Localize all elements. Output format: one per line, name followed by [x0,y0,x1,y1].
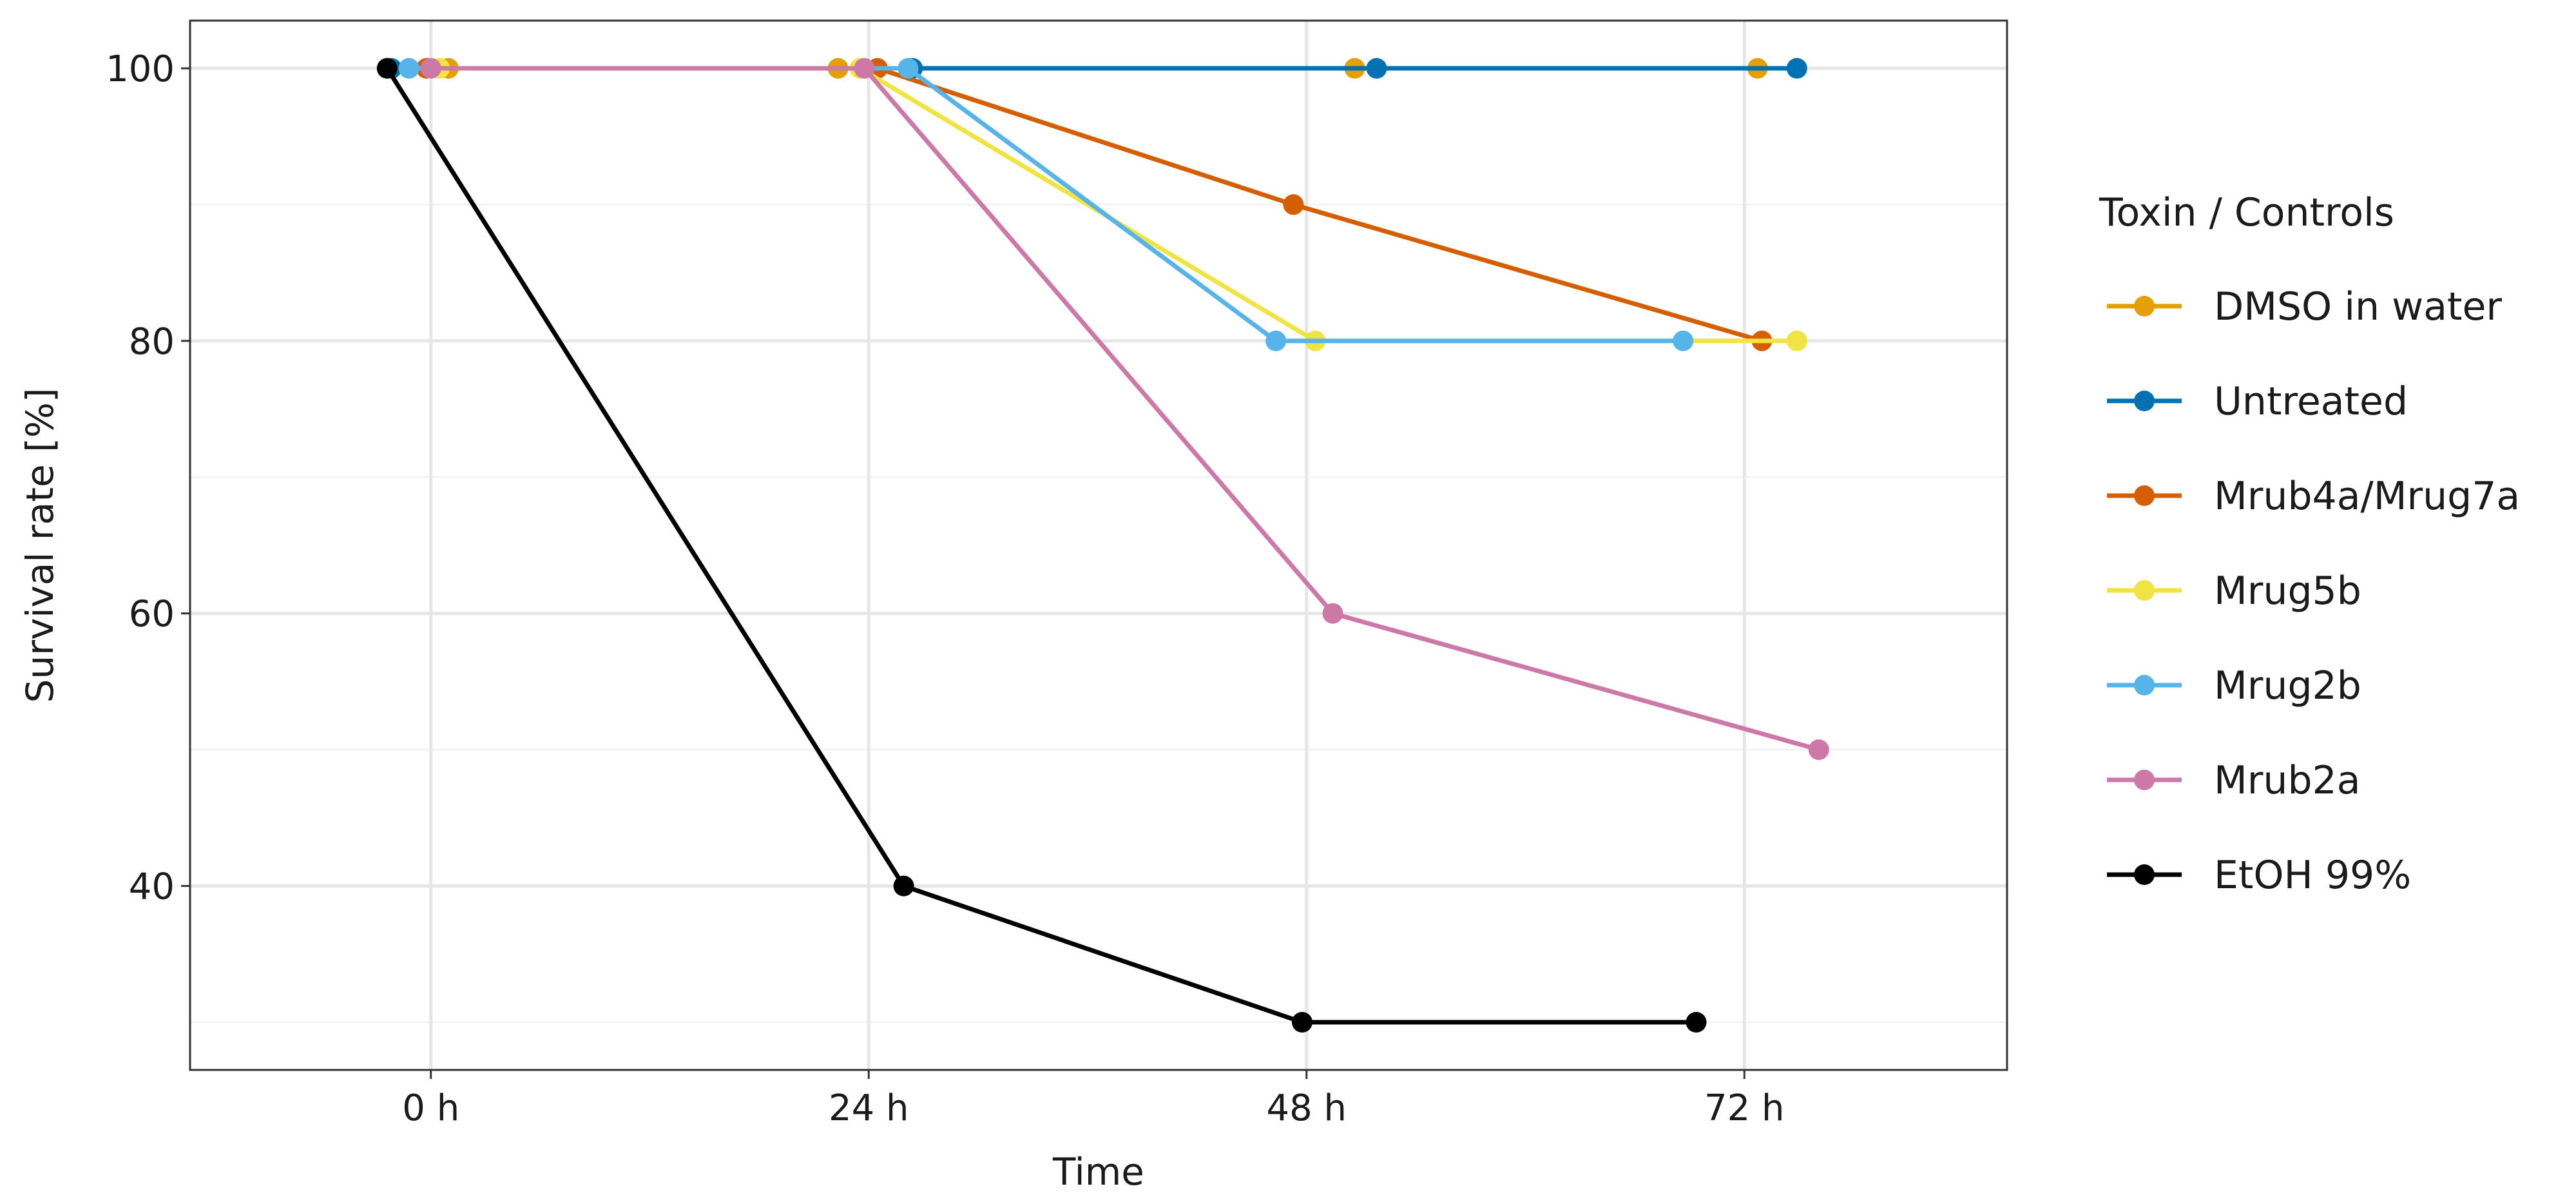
plot-panel [190,21,2007,1070]
x-tick-label: 0 h [402,1087,459,1129]
data-point-mrub2a [1322,603,1343,624]
plot-border [189,19,2008,1071]
series-group [376,58,1829,1033]
legend-key-point [2134,580,2155,601]
data-point-etoh-99 [376,58,398,79]
y-tick-label: 80 [129,321,175,363]
data-point-mrug2b [898,58,919,79]
legend-label: Mrub4a/Mrug7a [2214,474,2520,519]
legend-title: Toxin / Controls [2099,190,2394,235]
y-axis-title: Survival rate [%] [18,388,62,703]
data-point-mrub2a [420,58,441,79]
legend-key-point [2134,770,2155,790]
x-tick-label: 24 h [829,1087,909,1129]
data-point-etoh-99 [1686,1012,1707,1033]
y-tick-label: 100 [106,48,175,90]
series-etoh-99 [376,58,1707,1033]
legend: Toxin / Controls DMSO in water Untreated M… [2099,190,2520,898]
data-point-mrug5b [1786,330,1807,351]
axis-ticks: 40 60 80 100 0 h 24 h 48 h 72 h [106,48,1784,1129]
legend-item-untreated: Untreated [2107,379,2408,424]
legend-label: EtOH 99% [2214,853,2411,898]
y-tick-label: 60 [129,594,175,636]
legend-item-mrub4a-mrug7a: Mrub4a/Mrug7a [2107,474,2520,519]
legend-label: Mrug2b [2214,663,2361,708]
data-point-etoh-99 [1291,1012,1312,1033]
legend-label: Untreated [2214,379,2408,424]
y-tick-label: 40 [129,866,175,908]
legend-item-mrub2a: Mrub2a [2107,758,2361,803]
legend-item-mrug5b: Mrug5b [2107,568,2361,614]
series-line-etoh-99 [385,67,1697,1025]
legend-item-dmso-in-water: DMSO in water [2107,284,2502,329]
legend-label: Mrub2a [2214,758,2361,803]
legend-item-mrug2b: Mrug2b [2107,663,2361,708]
legend-label: Mrug5b [2214,568,2361,614]
legend-key-point [2134,675,2155,695]
legend-item-etoh-99: EtOH 99% [2107,853,2411,898]
x-tick-label: 72 h [1704,1087,1785,1129]
legend-key-point [2134,485,2155,506]
x-tick-label: 48 h [1266,1087,1347,1129]
data-point-etoh-99 [893,875,914,897]
legend-label: DMSO in water [2214,284,2502,329]
data-point-mrug2b [398,58,419,79]
x-axis-title: Time [1052,1150,1144,1194]
series-mrub2a [420,58,1829,761]
data-point-untreated [1786,58,1807,79]
series-line-mrub2a [430,66,1820,752]
data-point-mrub2a [854,58,875,79]
data-point-mrug2b [1673,330,1694,351]
legend-key-point [2134,864,2155,885]
data-point-mrub2a [1808,739,1829,761]
legend-key-point [2134,391,2155,411]
data-point-mrug2b [1265,330,1287,351]
data-point-untreated [1366,58,1387,79]
legend-key-point [2134,296,2155,316]
data-point-mrub4a-mrug7a [1283,194,1304,215]
